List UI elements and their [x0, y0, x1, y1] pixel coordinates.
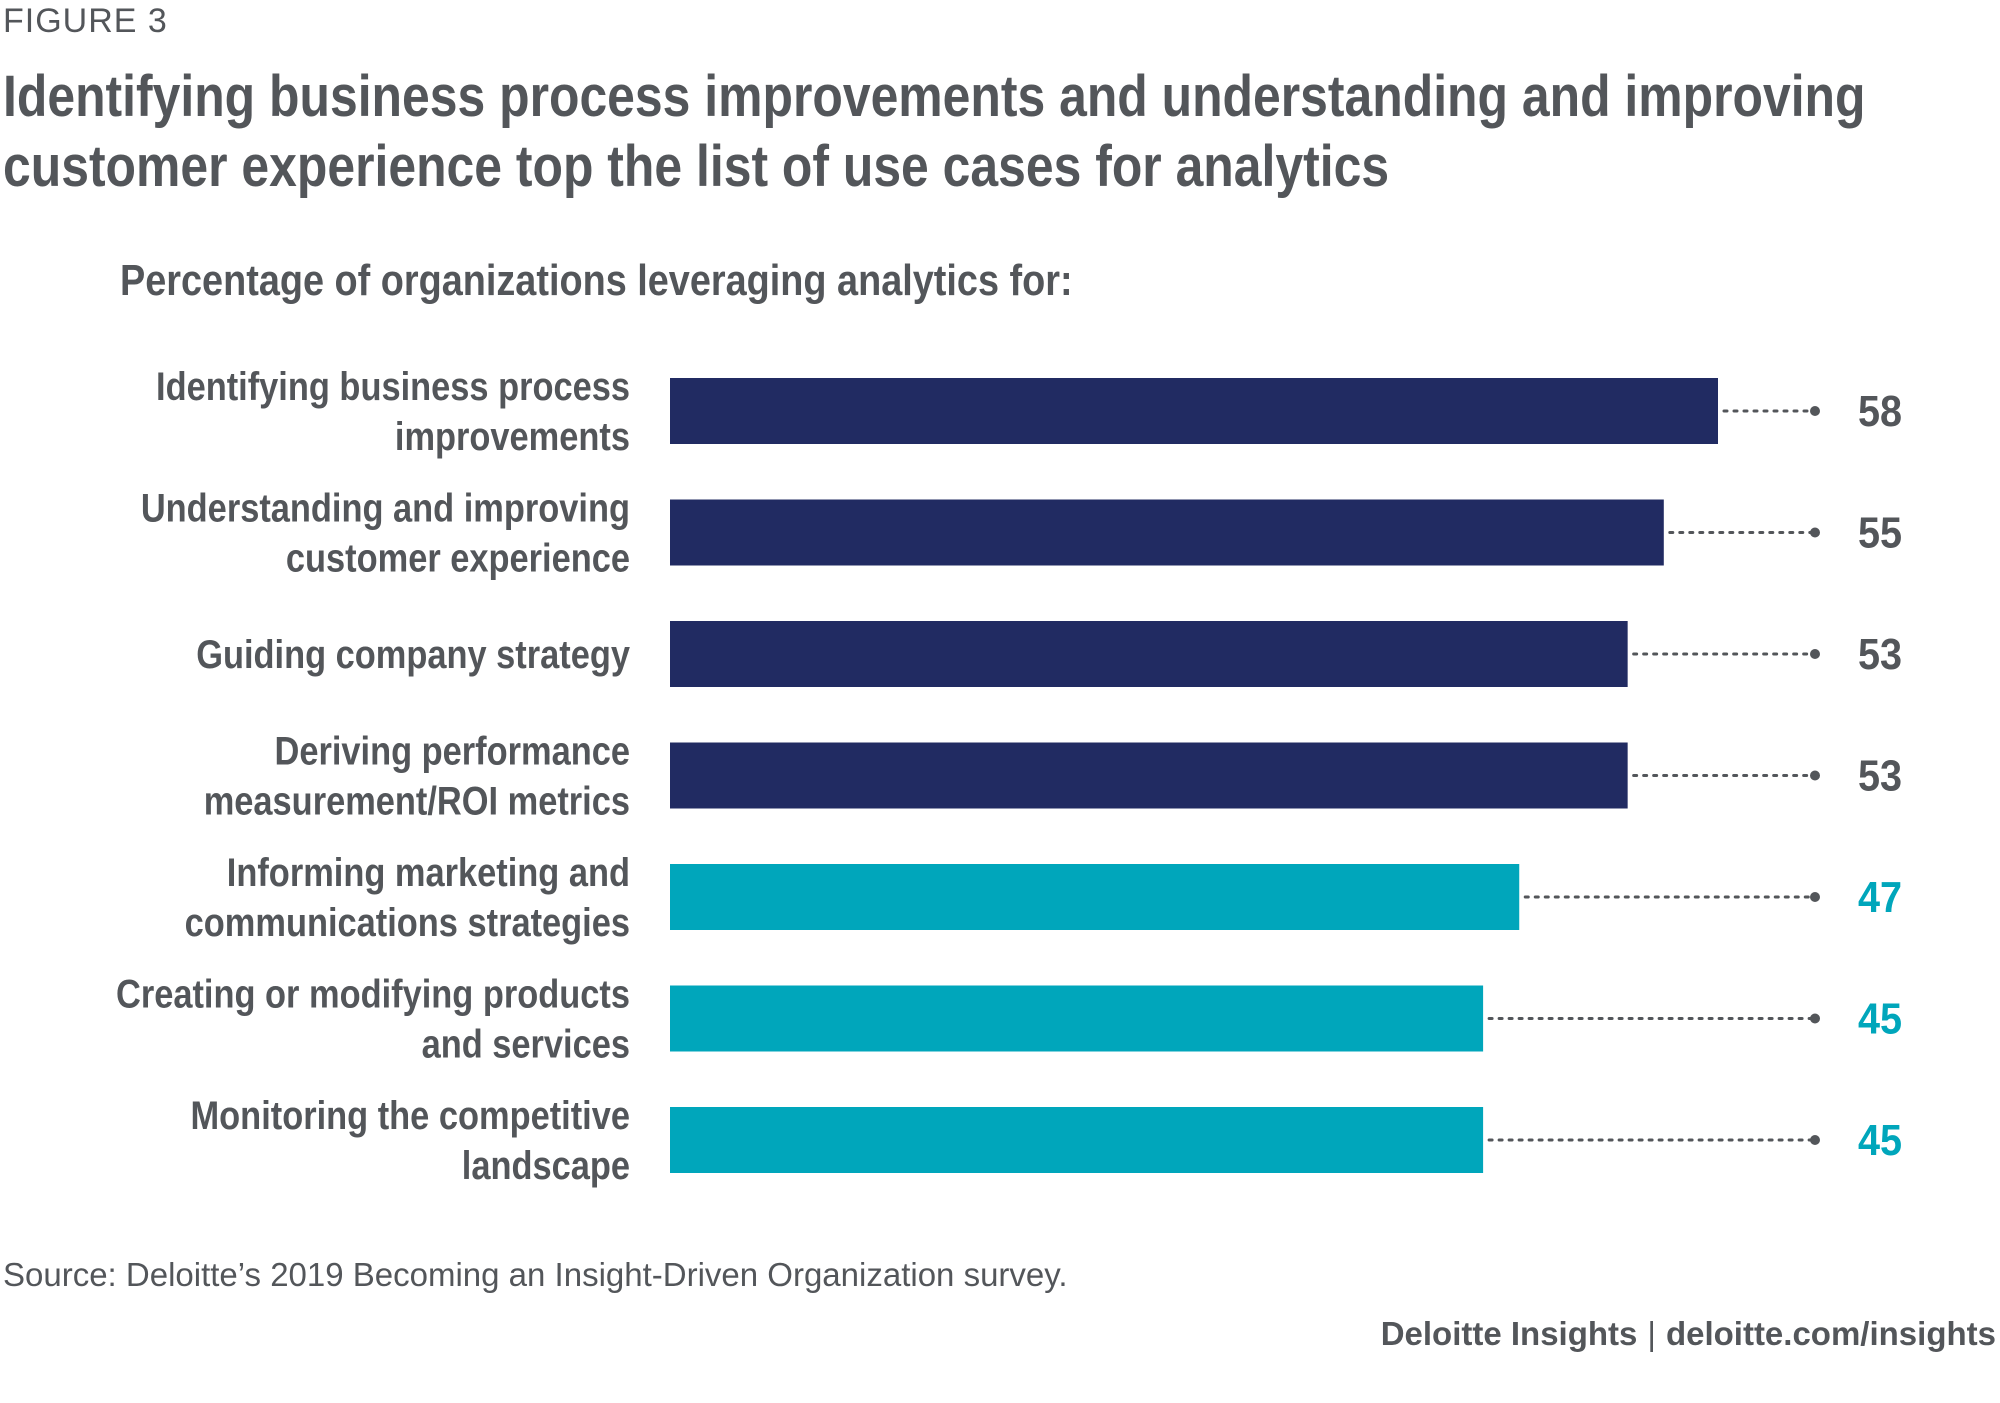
- value-label: 53: [1858, 751, 1902, 800]
- category-label: Deriving performance: [274, 728, 630, 773]
- category-label: Creating or modifying products: [116, 971, 630, 1016]
- value-label: 47: [1858, 872, 1902, 921]
- bar: [670, 864, 1520, 930]
- leader-dot: [1810, 406, 1820, 416]
- leader-dot: [1810, 649, 1820, 659]
- bar: [670, 985, 1484, 1052]
- leader-dot: [1810, 770, 1820, 781]
- leader-dot: [1810, 892, 1820, 902]
- footer-separator: |: [1647, 1315, 1656, 1352]
- leader-dot: [1810, 1135, 1820, 1145]
- value-label: 55: [1858, 508, 1902, 557]
- value-label: 45: [1858, 994, 1902, 1043]
- category-label: customer experience: [286, 535, 630, 580]
- chart-headline: Identifying business process improvement…: [3, 64, 1866, 199]
- category-label: communications strategies: [185, 900, 630, 945]
- category-label: improvements: [395, 414, 630, 459]
- footer-credit: Deloitte Insights | deloitte.com/insights: [1381, 1315, 1996, 1353]
- source-note: Source: Deloitte’s 2019 Becoming an Insi…: [3, 1256, 1068, 1293]
- bar: [670, 499, 1664, 566]
- bar-chart: 58 Identifying business process improvemen…: [116, 364, 1902, 1188]
- footer-brand: Deloitte Insights: [1380, 1315, 1638, 1352]
- category-label: Identifying business process: [156, 364, 630, 409]
- leader-dot: [1810, 1013, 1820, 1024]
- category-label: and services: [422, 1021, 630, 1066]
- figure-label: FIGURE 3: [3, 2, 168, 40]
- category-label: Guiding company strategy: [196, 632, 630, 677]
- category-label: measurement/ROI metrics: [204, 778, 630, 823]
- bar: [670, 1107, 1484, 1173]
- footer-url[interactable]: deloitte.com/insights: [1665, 1315, 1996, 1352]
- bar: [670, 621, 1628, 687]
- leader-dot: [1810, 527, 1820, 538]
- value-label: 45: [1858, 1115, 1902, 1164]
- bar: [670, 742, 1628, 809]
- category-label: Understanding and improving: [141, 485, 630, 530]
- bar: [670, 378, 1718, 444]
- category-label: landscape: [462, 1143, 630, 1188]
- value-label: 53: [1858, 629, 1902, 678]
- chart-title: Percentage of organizations leveraging a…: [120, 256, 1073, 305]
- category-label: Informing marketing and: [227, 850, 630, 895]
- value-label: 58: [1858, 386, 1902, 435]
- category-label: Monitoring the competitive: [191, 1093, 630, 1138]
